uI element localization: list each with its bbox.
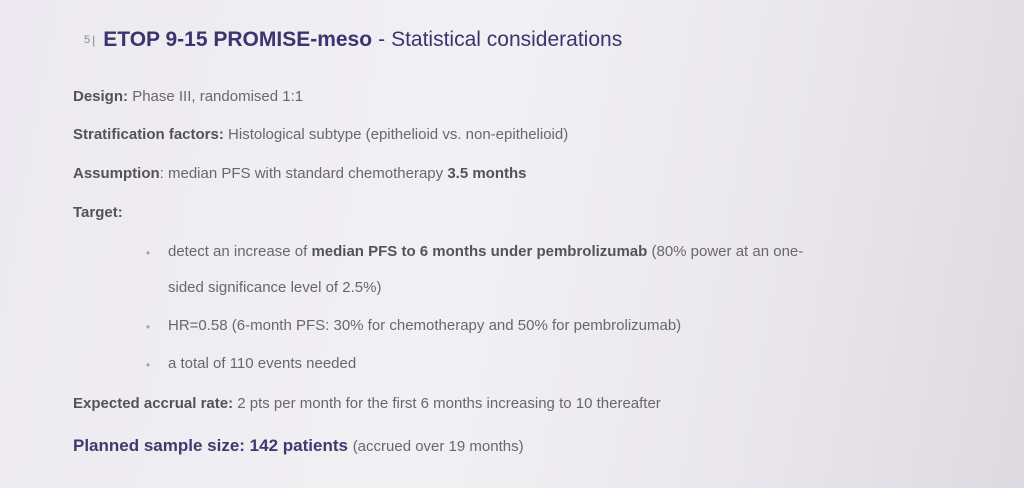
bullet-marker: •	[146, 358, 151, 372]
bullet-1-post: (80% power at an one-	[651, 243, 804, 260]
slide-title-bold: ETOP 9-15 PROMISE-meso	[103, 28, 373, 51]
slide-title-dash: -	[378, 28, 386, 51]
assumption-label: Assumption	[73, 165, 160, 182]
bullet-2-text: HR=0.58 (6-month PFS: 30% for chemothera…	[168, 317, 682, 334]
stratification-text: Histological subtype (epithelioid vs. no…	[228, 126, 569, 143]
bullet-3-text: a total of 110 events needed	[168, 355, 357, 372]
bullet-item-1: detect an increase of median PFS to 6 mo…	[168, 243, 803, 260]
slide-title-rest: Statistical considerations	[391, 28, 623, 51]
bullet-item-2: HR=0.58 (6-month PFS: 30% for chemothera…	[168, 317, 681, 334]
bullet-marker: •	[146, 320, 151, 334]
accrual-line: Expected accrual rate: 2 pts per month f…	[73, 395, 661, 412]
design-label: Design:	[73, 88, 129, 105]
slide-number: 5	[84, 34, 91, 46]
slide-header: 5 | ETOP 9-15 PROMISE-meso - Statistical con…	[84, 28, 622, 52]
assumption-line: Assumption: median PFS with standard che…	[73, 165, 527, 182]
sample-size-line: Planned sample size: 142 patients (accru…	[73, 436, 524, 456]
bullet-1-pre: detect an increase of	[168, 243, 308, 260]
assumption-value: 3.5 months	[447, 165, 527, 182]
stratification-line: Stratification factors: Histological sub…	[73, 126, 568, 143]
target-label: Target:	[73, 204, 123, 221]
accrual-label: Expected accrual rate:	[73, 395, 234, 412]
bullet-1-continuation: sided significance level of 2.5%)	[168, 279, 382, 296]
bullet-1-bold: median PFS to 6 months under pembrolizum…	[311, 243, 648, 260]
assumption-text: : median PFS with standard chemotherapy	[159, 165, 444, 182]
stratification-label: Stratification factors:	[73, 126, 224, 143]
design-line: Design: Phase III, randomised 1:1	[73, 88, 303, 105]
target-line: Target:	[73, 204, 123, 221]
bullet-item-1-continuation: sided significance level of 2.5%)	[168, 279, 381, 296]
bullet-item-3: a total of 110 events needed	[168, 355, 356, 372]
bullet-marker: •	[146, 246, 151, 260]
design-text: Phase III, randomised 1:1	[132, 88, 304, 105]
sample-size-label: Planned sample size: 142 patients	[73, 436, 348, 455]
sample-size-text: (accrued over 19 months)	[352, 438, 524, 455]
accrual-text: 2 pts per month for the first 6 months i…	[237, 395, 661, 412]
slide-number-separator: |	[92, 33, 96, 47]
